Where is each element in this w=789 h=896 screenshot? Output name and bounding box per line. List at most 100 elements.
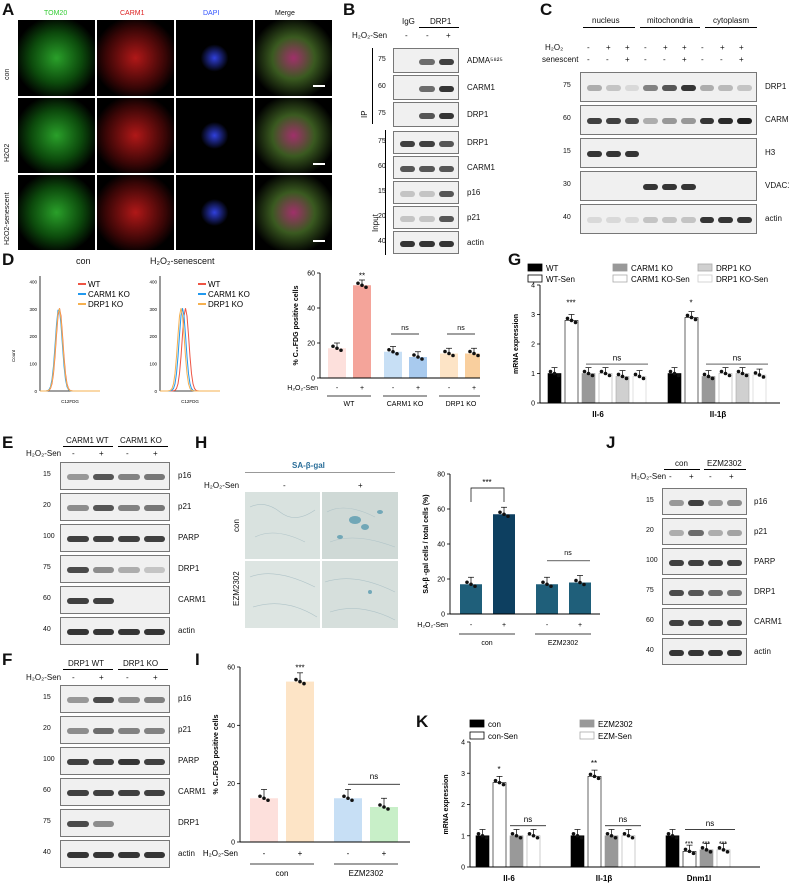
a-tile-carm1-sen xyxy=(97,175,174,250)
data-point xyxy=(556,373,561,378)
legend-label: WT-Sen xyxy=(546,275,575,284)
hist-curve xyxy=(160,308,220,392)
blot-band xyxy=(400,140,416,147)
data-point xyxy=(531,833,536,838)
c-divider xyxy=(583,27,635,28)
group-label: con xyxy=(481,640,492,647)
b-input-label: Input xyxy=(371,214,380,232)
bar xyxy=(587,776,602,868)
legend-label: DRP1 KO-Sen xyxy=(716,275,768,284)
y-tick-label: 3 xyxy=(531,312,535,319)
blot-band xyxy=(624,85,640,91)
c-sign: + xyxy=(682,55,687,64)
hist-legend-label: WT xyxy=(88,280,101,289)
bar xyxy=(604,835,619,868)
blot-band xyxy=(118,536,140,542)
blot-label: PARP xyxy=(178,756,200,765)
blot-band xyxy=(726,499,742,506)
blot-band xyxy=(143,790,165,796)
blot-label: CARM1 xyxy=(467,162,496,172)
blot-band xyxy=(118,759,140,765)
b-col-drp1: DRP1 xyxy=(430,17,452,26)
data-point xyxy=(498,510,502,515)
a-channel-tom20: TOM20 xyxy=(44,10,68,17)
data-point xyxy=(387,347,391,352)
data-point xyxy=(670,833,675,838)
data-point xyxy=(588,772,593,777)
group-label: WT xyxy=(344,401,356,408)
sig-mark: *** xyxy=(295,664,304,673)
h-col-minus: - xyxy=(283,481,286,490)
mw-marker: 15 xyxy=(378,187,386,195)
y-tick-label: 60 xyxy=(437,507,445,514)
bar xyxy=(570,835,585,868)
mw-marker: 20 xyxy=(646,526,654,534)
blot-band xyxy=(669,529,685,536)
data-point xyxy=(339,348,343,353)
blot-band xyxy=(669,589,685,596)
blot-band xyxy=(624,217,640,223)
hist-legend-label: DRP1 KO xyxy=(88,300,123,309)
blot-band xyxy=(726,559,742,566)
blot-strip xyxy=(580,171,757,201)
blot-band xyxy=(92,728,114,734)
mw-marker: 75 xyxy=(43,564,51,571)
bar xyxy=(701,376,716,404)
f-divider xyxy=(63,669,113,670)
blot-strip xyxy=(60,840,170,868)
y-tick-label: 40 xyxy=(307,306,315,313)
blot-strip xyxy=(662,488,747,515)
blot-band xyxy=(118,852,140,858)
blot-band xyxy=(643,217,659,223)
blot-band xyxy=(143,629,165,635)
y-tick-label: 4 xyxy=(461,740,465,747)
mw-marker: 20 xyxy=(378,212,386,220)
blot-band xyxy=(587,217,602,223)
data-point xyxy=(578,580,582,585)
mw-marker: 100 xyxy=(43,756,55,763)
blot-band xyxy=(643,184,659,190)
c-sign: - xyxy=(587,55,590,64)
a-tile-merge-sen xyxy=(255,175,332,250)
i-bar-chart: 0 20 40 60 % C₁₂FDG positive cells - + - + H₂O₂-S… xyxy=(203,664,410,878)
y-axis-label: mRNA expression xyxy=(513,314,520,374)
blot-band xyxy=(67,567,89,573)
blot-band xyxy=(419,85,435,92)
data-point xyxy=(565,316,570,321)
bar xyxy=(718,373,733,404)
blot-band xyxy=(669,559,685,566)
blot-band xyxy=(669,649,685,656)
data-point xyxy=(378,803,382,807)
bar xyxy=(353,285,371,378)
hist-ytick: 0 xyxy=(154,389,157,394)
blot-band xyxy=(438,240,454,247)
c-sign: + xyxy=(720,43,725,52)
legend-swatch xyxy=(527,263,543,272)
sign-label: + xyxy=(382,849,387,858)
b-col-igg: IgG xyxy=(402,17,415,26)
bar xyxy=(564,320,579,404)
blot-band xyxy=(92,536,114,542)
f-treatment-label: H₂O₂-Sen xyxy=(26,673,62,682)
data-point xyxy=(451,353,455,358)
mw-marker: 60 xyxy=(378,82,386,90)
panel-d-label: D xyxy=(2,250,15,269)
j-sign: + xyxy=(729,472,734,481)
mw-marker: 40 xyxy=(43,849,51,856)
c-divider xyxy=(640,27,700,28)
blot-label: DRP1 xyxy=(467,109,489,119)
sig-mark: ns xyxy=(733,354,741,363)
panel-e-label: E xyxy=(2,433,14,452)
data-point xyxy=(294,677,298,682)
blot-band xyxy=(143,474,165,480)
hist-ytick: 0 xyxy=(34,389,37,394)
legend-swatch xyxy=(612,274,628,283)
blot-strip xyxy=(60,524,170,552)
h-tile-con-plus xyxy=(322,492,398,559)
blot-strip xyxy=(393,102,459,127)
hist-ytick: 200 xyxy=(29,334,37,339)
sig-mark: *** xyxy=(482,478,491,487)
data-point xyxy=(420,357,424,361)
y-axis-label: % C₁₂FDG positive cells xyxy=(293,285,300,365)
mw-marker: 75 xyxy=(646,586,654,594)
